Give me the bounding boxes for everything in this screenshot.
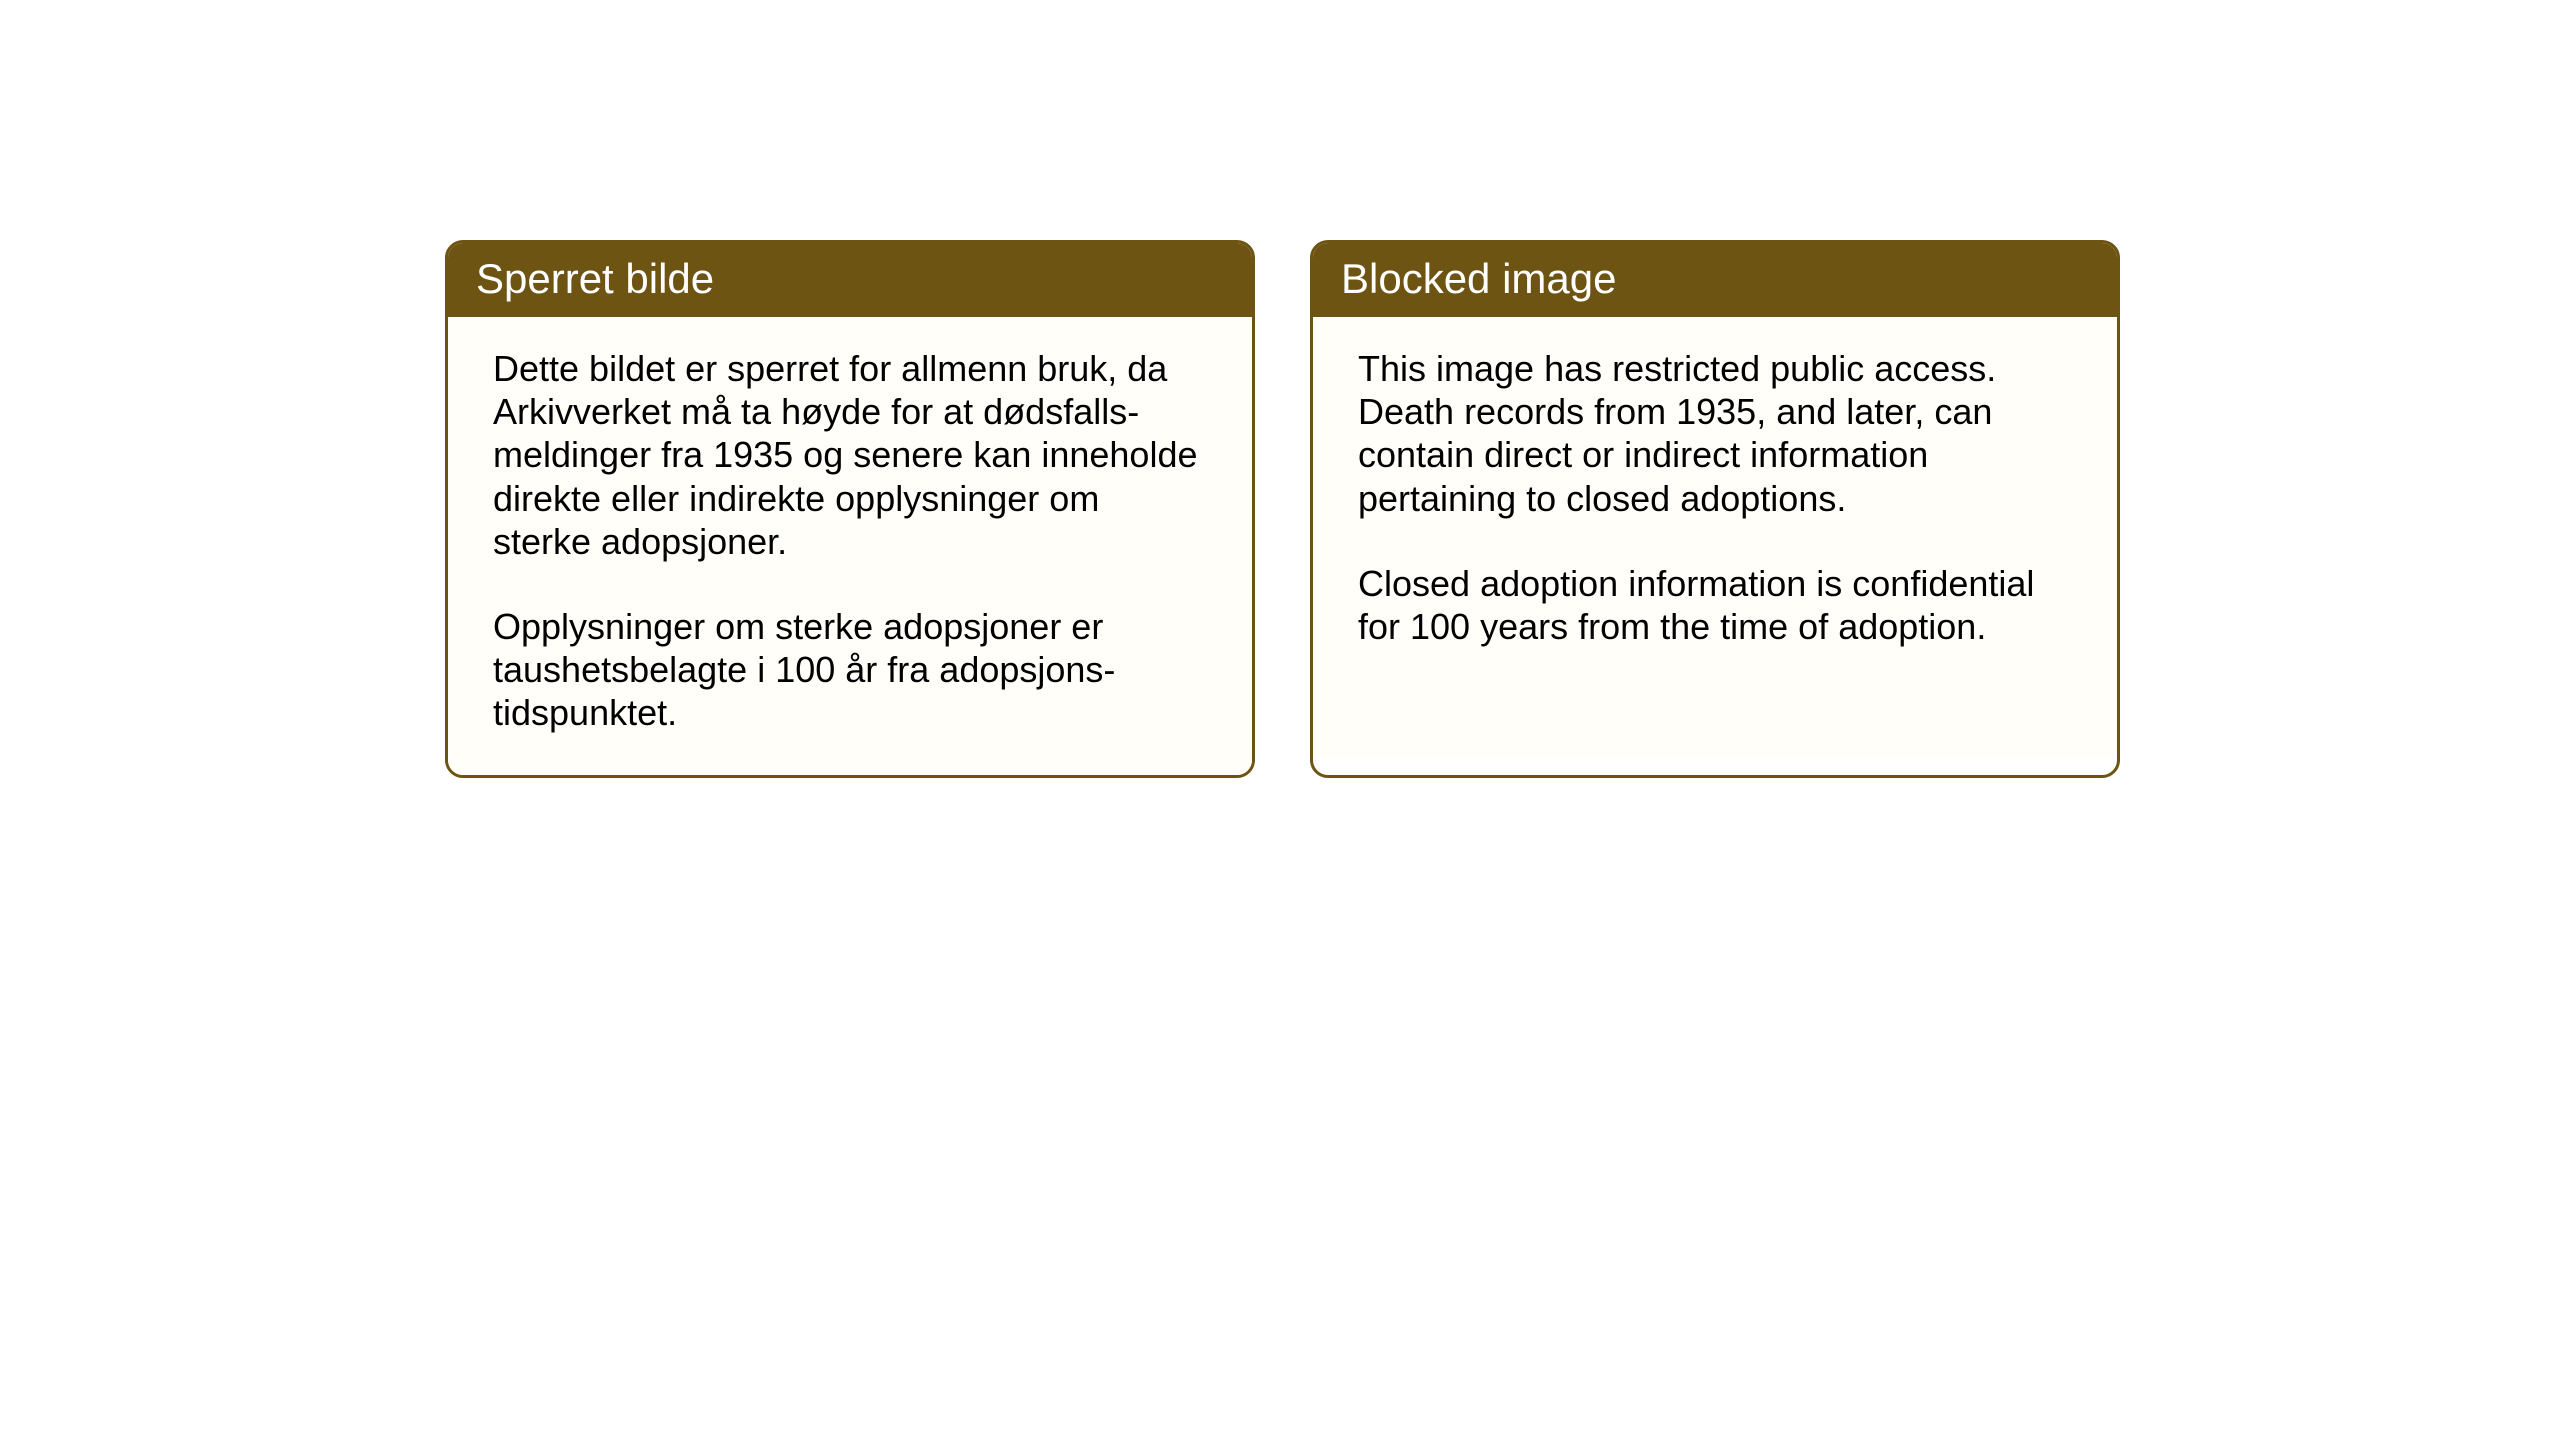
paragraph-english-2: Closed adoption information is confident… xyxy=(1358,562,2072,648)
card-header-norwegian: Sperret bilde xyxy=(448,243,1252,317)
paragraph-norwegian-2: Opplysninger om sterke adopsjoner er tau… xyxy=(493,605,1207,735)
paragraph-norwegian-1: Dette bildet er sperret for allmenn bruk… xyxy=(493,347,1207,563)
card-header-english: Blocked image xyxy=(1313,243,2117,317)
card-english: Blocked image This image has restricted … xyxy=(1310,240,2120,778)
paragraph-english-1: This image has restricted public access.… xyxy=(1358,347,2072,520)
card-body-norwegian: Dette bildet er sperret for allmenn bruk… xyxy=(448,317,1252,775)
cards-container: Sperret bilde Dette bildet er sperret fo… xyxy=(445,240,2120,778)
card-body-english: This image has restricted public access.… xyxy=(1313,317,2117,757)
card-norwegian: Sperret bilde Dette bildet er sperret fo… xyxy=(445,240,1255,778)
